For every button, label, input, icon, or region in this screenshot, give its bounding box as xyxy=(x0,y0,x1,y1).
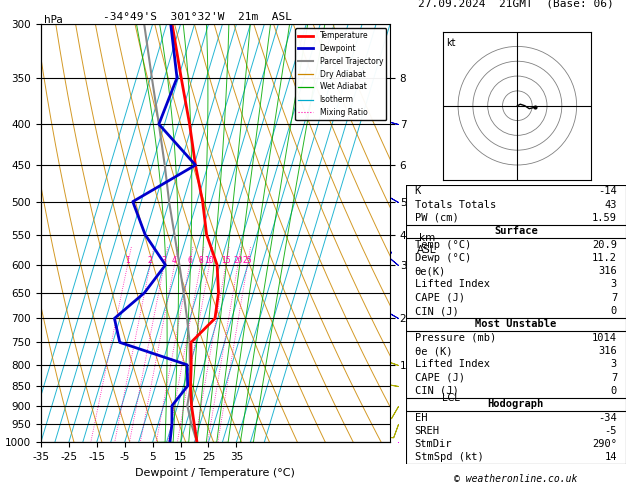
Text: 4: 4 xyxy=(172,256,177,265)
Text: 3: 3 xyxy=(611,279,617,290)
Text: CIN (J): CIN (J) xyxy=(415,386,459,396)
Text: Most Unstable: Most Unstable xyxy=(475,319,557,330)
Text: 1: 1 xyxy=(125,256,130,265)
Text: 6: 6 xyxy=(187,256,192,265)
Text: hPa: hPa xyxy=(44,15,63,25)
Text: θe (K): θe (K) xyxy=(415,346,452,356)
X-axis label: Dewpoint / Temperature (°C): Dewpoint / Temperature (°C) xyxy=(135,468,296,478)
Text: 43: 43 xyxy=(604,200,617,209)
Text: CIN (J): CIN (J) xyxy=(415,306,459,316)
Text: 2: 2 xyxy=(148,256,153,265)
Text: 10: 10 xyxy=(204,256,214,265)
Text: 3: 3 xyxy=(162,256,167,265)
Text: Pressure (mb): Pressure (mb) xyxy=(415,333,496,343)
Text: θe(K): θe(K) xyxy=(415,266,446,276)
Title: -34°49'S  301°32'W  21m  ASL: -34°49'S 301°32'W 21m ASL xyxy=(104,12,292,22)
Text: StmSpd (kt): StmSpd (kt) xyxy=(415,452,483,463)
Text: 20.9: 20.9 xyxy=(592,240,617,250)
Text: 316: 316 xyxy=(598,346,617,356)
Text: CAPE (J): CAPE (J) xyxy=(415,373,464,382)
Text: PW (cm): PW (cm) xyxy=(415,213,459,223)
Text: 25: 25 xyxy=(243,256,252,265)
Text: 0: 0 xyxy=(611,386,617,396)
Text: LCL: LCL xyxy=(442,393,460,403)
Text: Surface: Surface xyxy=(494,226,538,236)
Text: © weatheronline.co.uk: © weatheronline.co.uk xyxy=(454,473,577,484)
Text: kt: kt xyxy=(446,37,455,48)
Text: -5: -5 xyxy=(604,426,617,436)
Legend: Temperature, Dewpoint, Parcel Trajectory, Dry Adiabat, Wet Adiabat, Isotherm, Mi: Temperature, Dewpoint, Parcel Trajectory… xyxy=(295,28,386,120)
Text: 316: 316 xyxy=(598,266,617,276)
Text: Totals Totals: Totals Totals xyxy=(415,200,496,209)
Text: 3: 3 xyxy=(611,359,617,369)
Text: 11.2: 11.2 xyxy=(592,253,617,263)
Text: 15: 15 xyxy=(221,256,231,265)
Text: K: K xyxy=(415,186,421,196)
Text: 7: 7 xyxy=(611,373,617,382)
Text: 1.59: 1.59 xyxy=(592,213,617,223)
Text: -34: -34 xyxy=(598,413,617,422)
Text: Hodograph: Hodograph xyxy=(487,399,544,409)
Text: 27.09.2024  21GMT  (Base: 06): 27.09.2024 21GMT (Base: 06) xyxy=(418,0,614,9)
Text: Dewp (°C): Dewp (°C) xyxy=(415,253,470,263)
Text: -14: -14 xyxy=(598,186,617,196)
Text: 8: 8 xyxy=(198,256,203,265)
Text: 290°: 290° xyxy=(592,439,617,449)
Text: Lifted Index: Lifted Index xyxy=(415,359,489,369)
Text: 0: 0 xyxy=(611,306,617,316)
Text: 20: 20 xyxy=(233,256,243,265)
Text: 1014: 1014 xyxy=(592,333,617,343)
Text: CAPE (J): CAPE (J) xyxy=(415,293,464,303)
Text: Temp (°C): Temp (°C) xyxy=(415,240,470,250)
Text: 14: 14 xyxy=(604,452,617,463)
Text: StmDir: StmDir xyxy=(415,439,452,449)
Text: Lifted Index: Lifted Index xyxy=(415,279,489,290)
Y-axis label: km
ASL: km ASL xyxy=(418,233,437,255)
Text: 7: 7 xyxy=(611,293,617,303)
Text: EH: EH xyxy=(415,413,427,422)
Text: SREH: SREH xyxy=(415,426,440,436)
